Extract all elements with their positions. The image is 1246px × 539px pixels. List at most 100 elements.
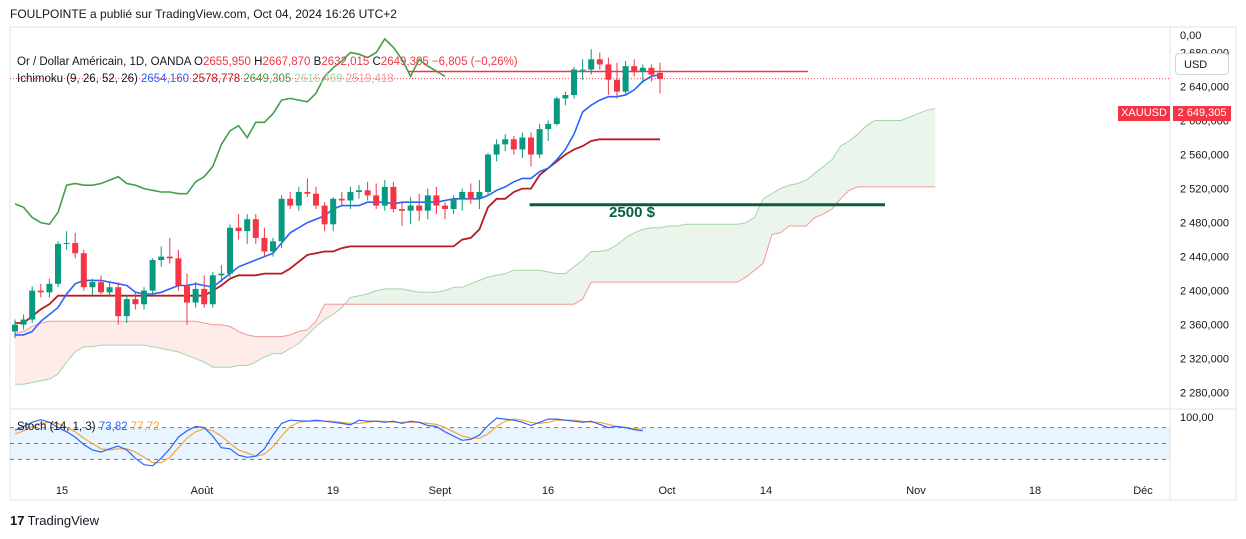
candle-body[interactable] <box>605 64 612 80</box>
ichimoku-label[interactable]: Ichimoku (9, 26, 52, 26) <box>17 73 138 85</box>
stoch-label[interactable]: Stoch (14, 1, 3) <box>17 421 96 433</box>
candle-body[interactable] <box>510 139 517 150</box>
candle-body[interactable] <box>330 198 337 225</box>
candle-body[interactable] <box>579 69 586 71</box>
candle-body[interactable] <box>364 190 371 196</box>
candle-body[interactable] <box>545 123 552 130</box>
candle-body[interactable] <box>261 237 268 252</box>
candle-body[interactable] <box>519 137 526 150</box>
candle-body[interactable] <box>55 243 61 284</box>
candle-body[interactable] <box>596 59 603 65</box>
cloud-segment <box>866 120 875 187</box>
candle-body[interactable] <box>115 287 122 317</box>
annotation-2500[interactable]: 2500 $ <box>609 204 656 221</box>
candle-body[interactable] <box>321 205 328 225</box>
currency-button[interactable]: USD <box>1175 53 1229 75</box>
candle-body[interactable] <box>553 98 560 124</box>
candle-body[interactable] <box>614 79 620 92</box>
candle-body[interactable] <box>141 290 147 305</box>
candle-body[interactable] <box>192 288 199 303</box>
ichimoku-legend[interactable]: Ichimoku (9, 26, 52, 26) 2654,160 2578,7… <box>17 73 394 85</box>
candle-body[interactable] <box>476 191 483 199</box>
candle-body[interactable] <box>158 256 165 261</box>
candle-body[interactable] <box>244 219 251 232</box>
candle-body[interactable] <box>218 273 225 276</box>
cloud-segment <box>187 321 196 359</box>
cloud-segment <box>419 292 428 305</box>
candle-body[interactable] <box>123 299 130 317</box>
cloud-segment <box>40 321 50 381</box>
time-tick-label: 15 <box>56 485 68 497</box>
candle-body[interactable] <box>166 256 173 259</box>
symbol-legend[interactable]: Or / Dollar Américain, 1D, OANDA O2655,9… <box>17 56 518 68</box>
candle-body[interactable] <box>442 205 448 209</box>
candle-body[interactable] <box>588 59 595 70</box>
candle-body[interactable] <box>416 205 423 211</box>
candle-body[interactable] <box>304 191 311 194</box>
candle-body[interactable] <box>149 260 156 291</box>
candle-body[interactable] <box>347 191 354 201</box>
candle-body[interactable] <box>29 290 36 320</box>
candle-body[interactable] <box>631 66 638 72</box>
candle-body[interactable] <box>72 243 79 254</box>
candle-body[interactable] <box>287 198 294 206</box>
candle-body[interactable] <box>648 67 655 75</box>
cloud-segment <box>909 113 918 187</box>
candle-body[interactable] <box>424 195 431 211</box>
tradingview-footer[interactable]: 17 TradingView <box>10 513 99 528</box>
candle-body[interactable] <box>184 285 190 303</box>
candle-body[interactable] <box>80 253 87 288</box>
candle-body[interactable] <box>295 191 302 206</box>
candle-body[interactable] <box>493 144 500 155</box>
candle-body[interactable] <box>12 324 18 332</box>
candle-body[interactable] <box>459 191 466 199</box>
candle-body[interactable] <box>106 287 113 293</box>
candle-body[interactable] <box>175 258 182 286</box>
candle-body[interactable] <box>562 95 569 99</box>
candle-body[interactable] <box>390 186 397 209</box>
candle-body[interactable] <box>227 227 233 274</box>
candle-body[interactable] <box>528 137 534 155</box>
candle-body[interactable] <box>467 191 474 199</box>
candle-body[interactable] <box>209 275 216 305</box>
candle-body[interactable] <box>20 319 27 325</box>
candle-body[interactable] <box>407 205 414 211</box>
candle-body[interactable] <box>485 154 491 192</box>
candle-body[interactable] <box>201 288 208 305</box>
candles[interactable] <box>12 49 663 339</box>
cloud-segment <box>479 277 488 305</box>
time-axis[interactable]: 15 Août 19 Sept 16 Oct 14 Nov 18 Déc <box>56 485 1153 497</box>
candle-body[interactable] <box>252 219 259 238</box>
cloud-segment <box>238 331 248 366</box>
candle-body[interactable] <box>622 66 629 92</box>
candle-body[interactable] <box>132 299 139 305</box>
candle-body[interactable] <box>278 198 285 242</box>
stoch-legend[interactable]: Stoch (14, 1, 3) 73,82 77,72 <box>17 421 160 433</box>
candle-body[interactable] <box>502 139 509 145</box>
candle-body[interactable] <box>450 198 457 209</box>
price-tick-label: 2 360,000 <box>1180 320 1229 332</box>
candle-body[interactable] <box>63 243 70 245</box>
candle-body[interactable] <box>433 195 440 206</box>
candle-body[interactable] <box>46 283 53 293</box>
cloud-segment <box>101 321 110 346</box>
candle-body[interactable] <box>37 290 44 293</box>
candle-body[interactable] <box>356 190 362 192</box>
candle-body[interactable] <box>338 198 345 201</box>
candle-body[interactable] <box>571 69 577 96</box>
candle-body[interactable] <box>657 72 663 79</box>
candle-body[interactable] <box>373 195 380 206</box>
symbol-name[interactable]: Or / Dollar Américain, 1D, OANDA <box>17 56 191 68</box>
candle-body[interactable] <box>89 282 96 288</box>
candle-body[interactable] <box>639 67 646 72</box>
stochastic-pane[interactable] <box>10 417 1170 467</box>
candle-body[interactable] <box>98 282 104 293</box>
candle-body[interactable] <box>313 193 319 206</box>
candle-body[interactable] <box>399 208 405 211</box>
candle-body[interactable] <box>536 129 543 155</box>
candle-body[interactable] <box>235 227 242 232</box>
candle-body[interactable] <box>270 241 276 252</box>
candle-body[interactable] <box>381 186 388 206</box>
